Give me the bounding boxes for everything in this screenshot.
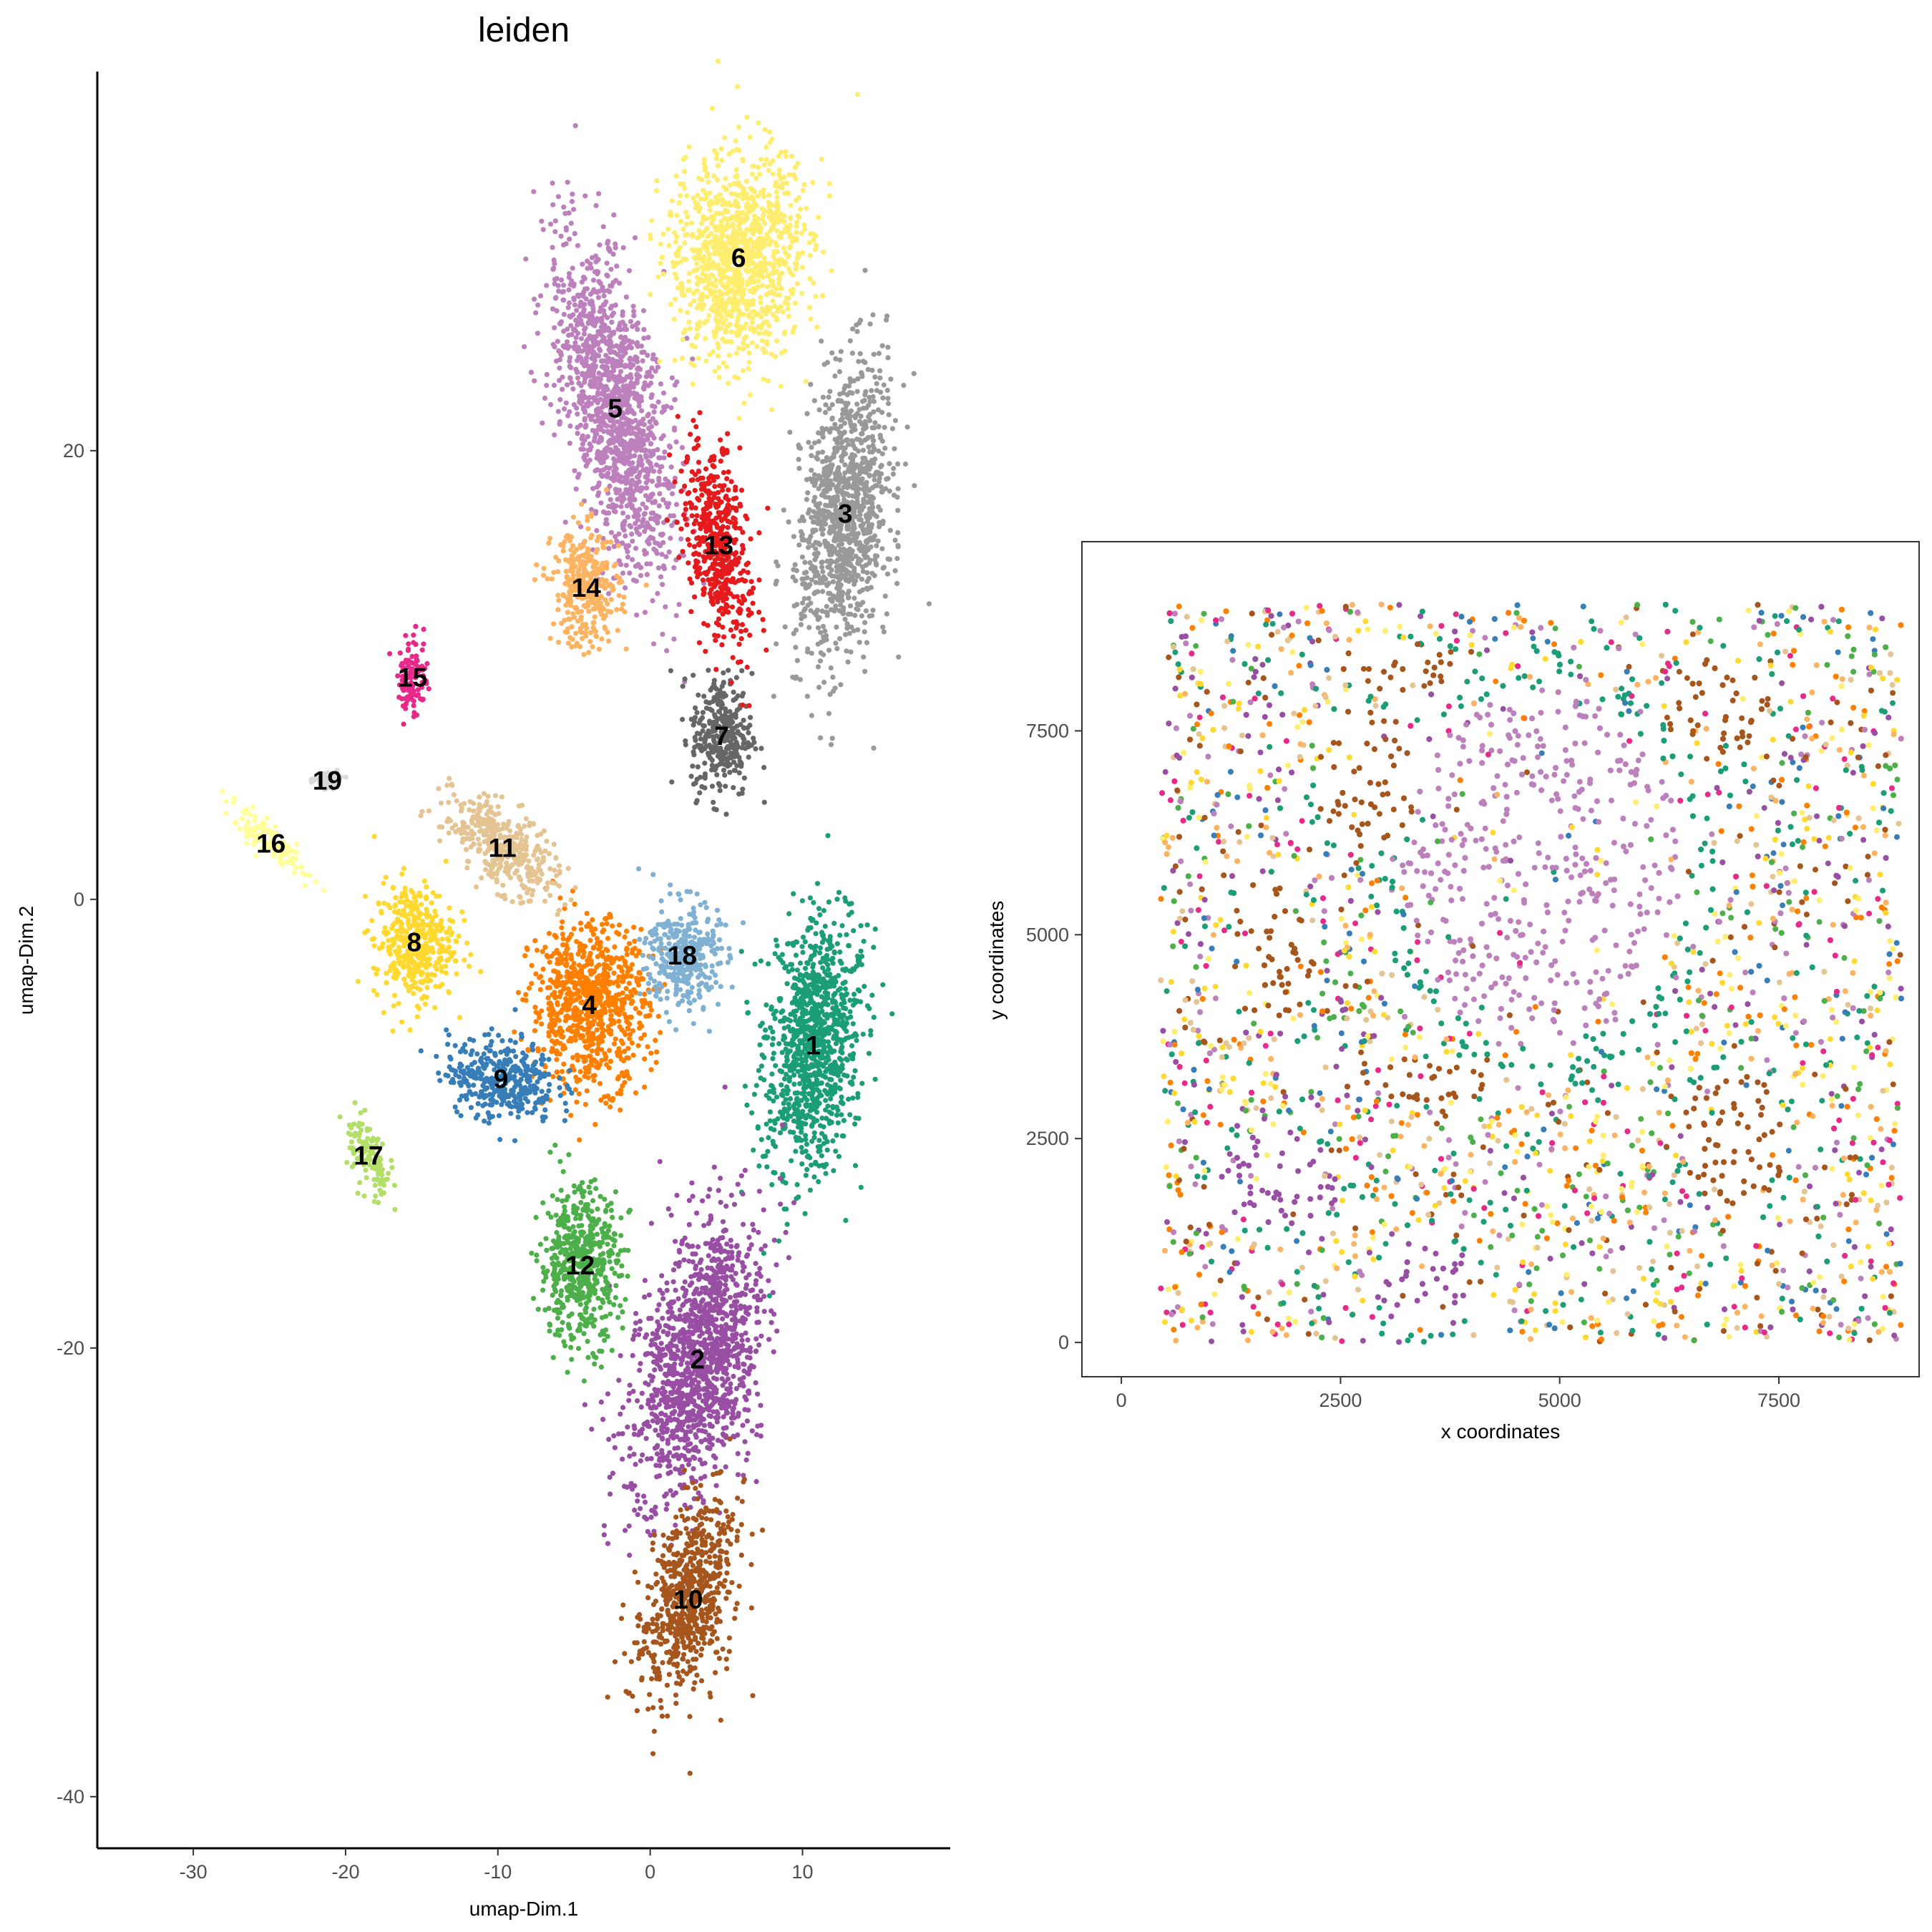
spatial-cells [1158,601,1905,1345]
cluster-11-points [418,776,578,917]
umap-x-tick-label: 0 [645,1861,655,1883]
cluster-label-3: 3 [838,499,853,529]
umap-y-tick-label: -40 [57,1786,84,1807]
cluster-label-12: 12 [565,1251,595,1280]
umap-x-tick-label: -30 [180,1861,208,1883]
cluster-label-16: 16 [256,829,286,858]
cluster-17-points [337,1100,398,1212]
spatial-x-axis-title: x coordinates [1441,1420,1561,1443]
cluster-label-5: 5 [608,394,623,423]
cluster-5-points [522,123,713,685]
spatial-x-tick-label: 5000 [1538,1390,1581,1411]
spatial-x-tick-label: 7500 [1757,1390,1800,1411]
cluster-14-points [532,487,649,658]
cluster-label-2: 2 [690,1345,705,1375]
cluster-16-points [220,789,327,894]
umap-x-tick-label: 10 [792,1861,814,1883]
spatial-y-tick-label: 5000 [1026,924,1069,945]
umap-x-axis-title: umap-Dim.1 [469,1898,578,1920]
spatial-x-tick-label: 2500 [1319,1390,1362,1411]
umap-x-ticks: -30 -20 -10 0 10 [180,1848,814,1883]
cluster-15-points [387,623,431,727]
cluster-label-18: 18 [668,941,697,970]
cluster-label-15: 15 [398,663,427,692]
spatial-x-ticks: 0 2500 5000 7500 [1116,1377,1800,1411]
cluster-18-points [636,866,746,1034]
cluster-2-points [582,1084,797,1571]
cluster-label-14: 14 [572,573,602,602]
cluster-9-points [418,1007,575,1143]
cluster-label-19: 19 [313,766,342,796]
cluster-19-points [308,768,348,792]
umap-x-tick-label: -20 [331,1861,359,1883]
cluster-4-points [512,878,668,1143]
umap-y-tick-label: 0 [74,889,84,910]
cluster-label-17: 17 [353,1141,383,1170]
cluster-label-7: 7 [714,721,729,751]
spatial-y-tick-label: 7500 [1026,720,1069,741]
spatial-y-ticks: 0 2500 5000 7500 [1026,720,1082,1353]
cluster-12-points [529,1142,633,1384]
spatial-panel: 0 2500 5000 7500 0 2500 5000 7500 x coordinate… [985,541,1920,1443]
spatial-x-tick-label: 0 [1116,1390,1127,1411]
umap-points [220,59,932,1776]
spatial-points [1158,601,1905,1345]
spatial-y-tick-label: 0 [1058,1332,1069,1353]
cluster-7-points [668,668,767,817]
umap-y-tick-label: -20 [57,1337,84,1359]
umap-y-tick-label: 20 [63,440,84,462]
cluster-3-points [771,268,932,751]
umap-title: leiden [478,11,570,49]
cluster-8-points [355,834,484,1034]
cluster-label-4: 4 [582,990,597,1020]
cluster-label-6: 6 [731,243,746,273]
cluster-13-points [664,410,771,708]
umap-y-axis-title: umap-Dim.2 [15,906,37,1015]
cluster-10-points [605,1436,766,1776]
cluster-label-8: 8 [406,927,421,957]
spatial-panel-border [1081,541,1920,1377]
spatial-y-axis-title: y coordinates [985,901,1008,1020]
cluster-label-1: 1 [806,1031,821,1060]
umap-y-ticks: -40 -20 0 20 [57,440,97,1807]
cluster-label-13: 13 [704,531,733,560]
spatial-y-tick-label: 2500 [1026,1128,1069,1149]
cluster-label-9: 9 [494,1065,509,1094]
cluster-1-points [738,833,895,1299]
umap-x-tick-label: -10 [484,1861,512,1883]
cluster-label-11: 11 [489,834,517,863]
cluster-6-points [648,59,860,421]
cluster-label-10: 10 [673,1585,703,1614]
